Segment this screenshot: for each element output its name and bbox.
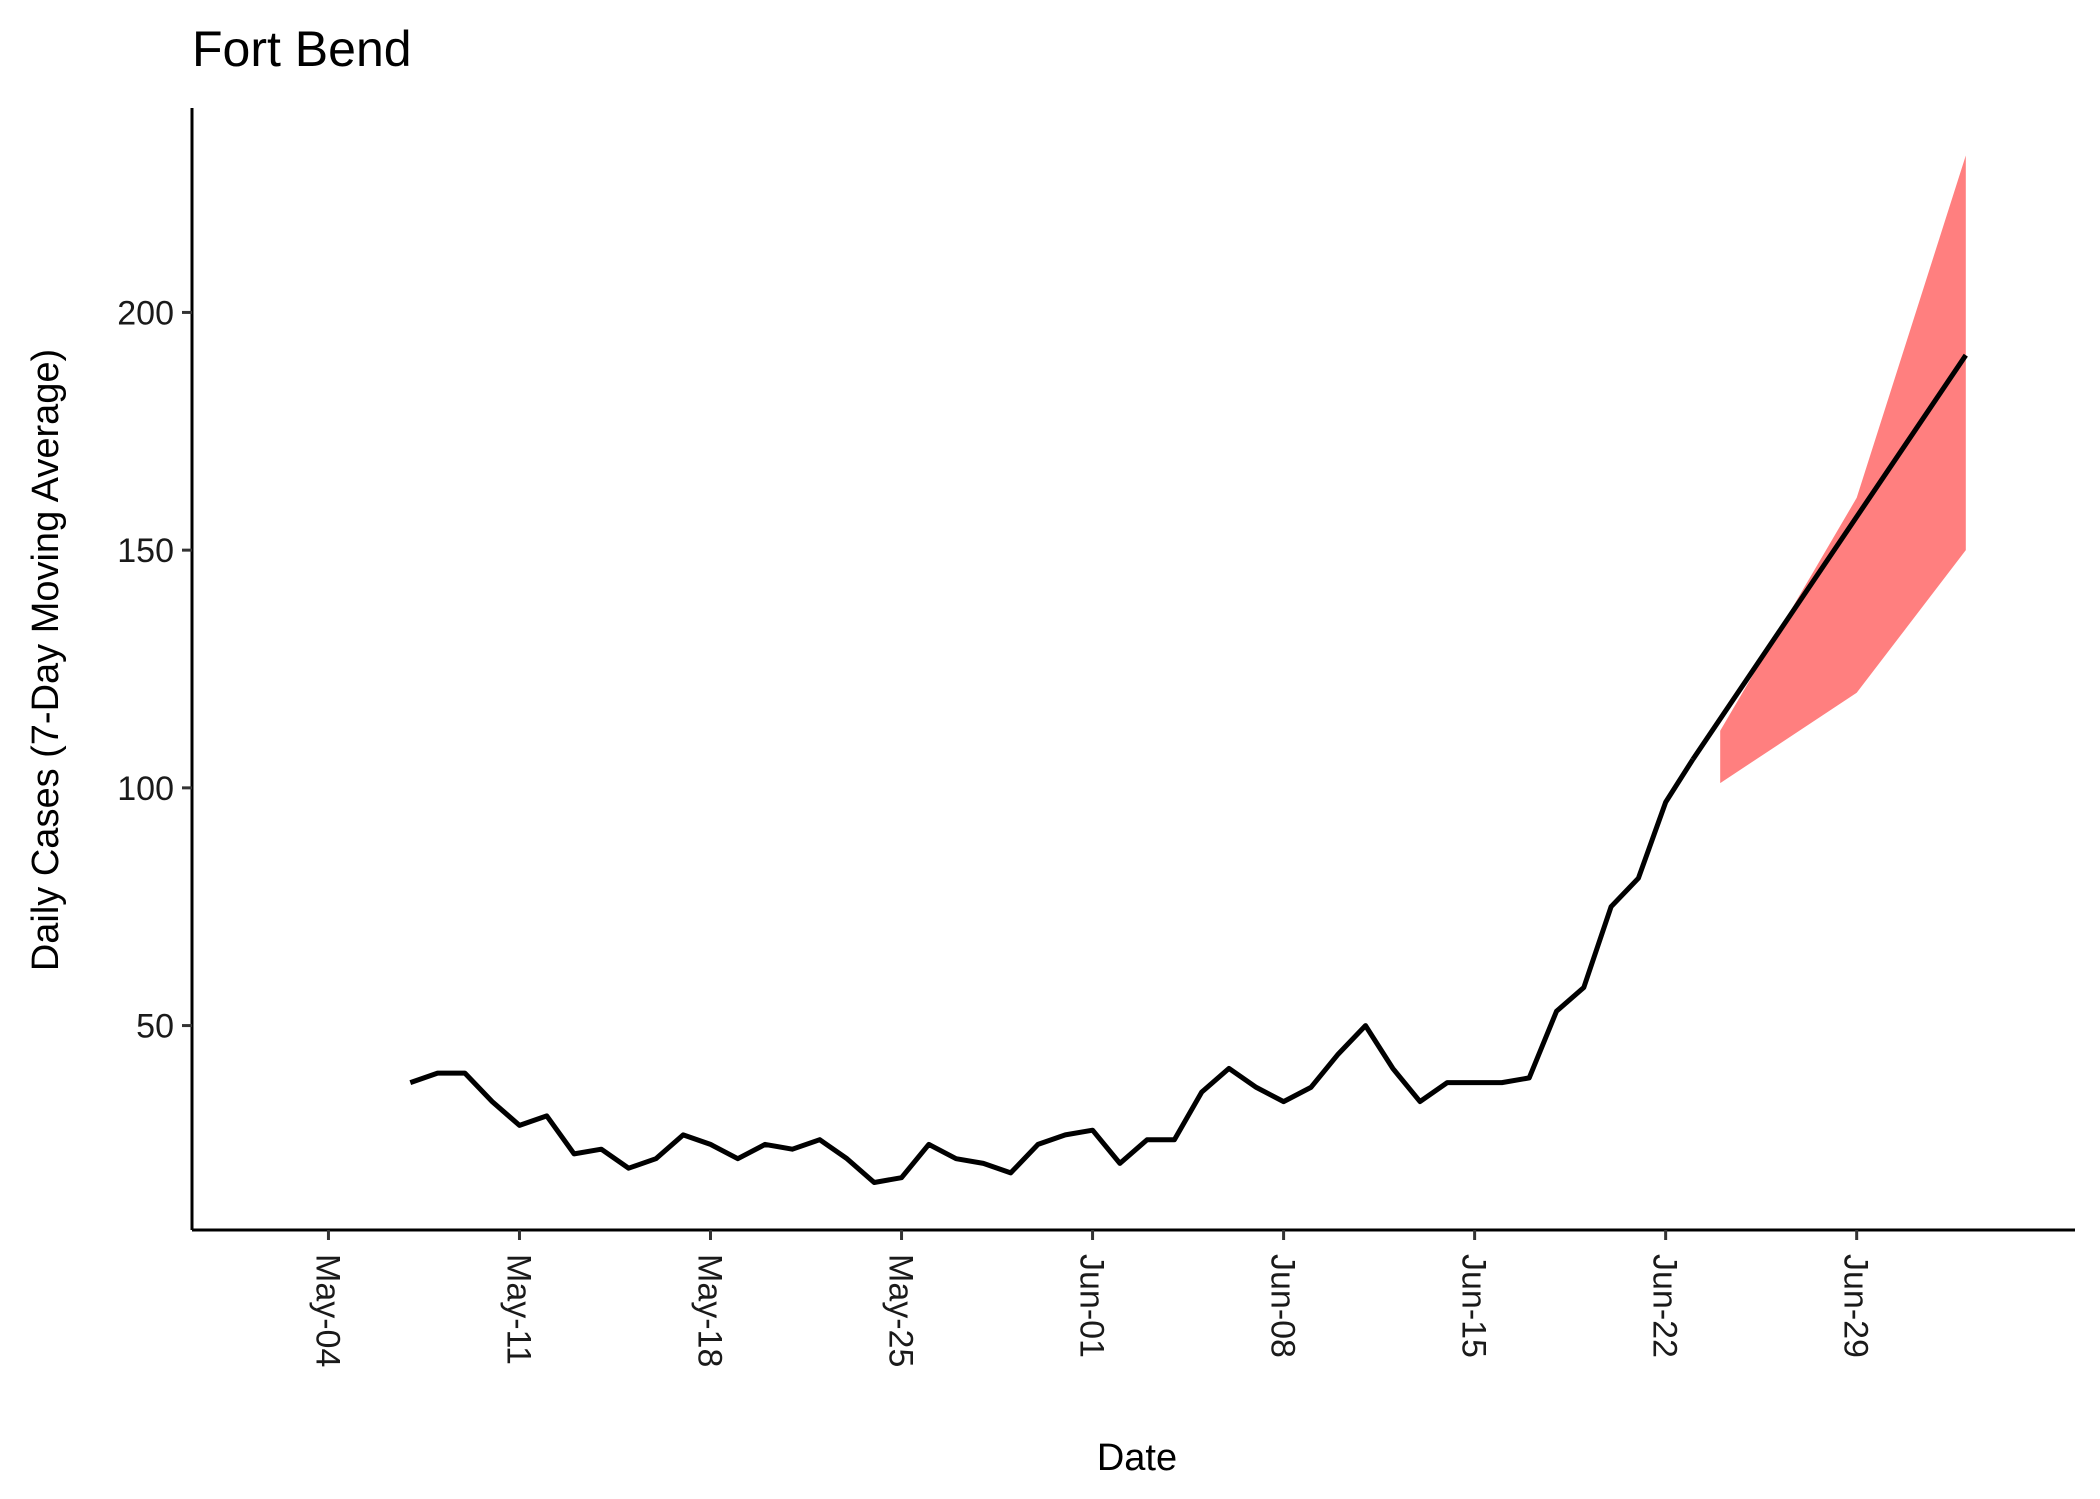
axes — [190, 108, 2075, 1232]
forecast-band-layer — [1720, 155, 1966, 784]
x-axis-ticks: May-04 May-11 May-18 May-25 Jun-01 Jun-08 Jun-… — [308, 1230, 1875, 1367]
x-tick-label: May-11 — [500, 1254, 538, 1365]
x-tick-label: May-18 — [691, 1254, 729, 1367]
observed-series-line — [409, 757, 1696, 1185]
x-tick-label: Jun-08 — [1264, 1254, 1302, 1358]
y-tick-label: 50 — [136, 1008, 174, 1046]
x-tick-label: Jun-22 — [1646, 1254, 1684, 1358]
x-tick-label: May-25 — [882, 1254, 920, 1367]
x-tick-label: Jun-29 — [1837, 1254, 1875, 1358]
forecast-series-line — [1690, 353, 1968, 761]
y-axis-title: Daily Cases (7-Day Moving Average) — [25, 349, 67, 971]
x-tick-label: Jun-15 — [1455, 1254, 1493, 1358]
y-tick-label: 100 — [117, 770, 174, 808]
series-line-layer — [409, 353, 1968, 1185]
x-tick-label: May-04 — [308, 1254, 346, 1367]
y-tick-label: 150 — [117, 532, 174, 570]
chart-title: Fort Bend — [192, 21, 412, 77]
x-tick-label: Jun-01 — [1073, 1254, 1111, 1358]
y-tick-label: 200 — [117, 294, 174, 332]
x-axis-title: Date — [1097, 1437, 1177, 1479]
forecast-band — [1720, 155, 1966, 784]
y-axis-ticks: 50 100 150 200 — [117, 294, 192, 1046]
